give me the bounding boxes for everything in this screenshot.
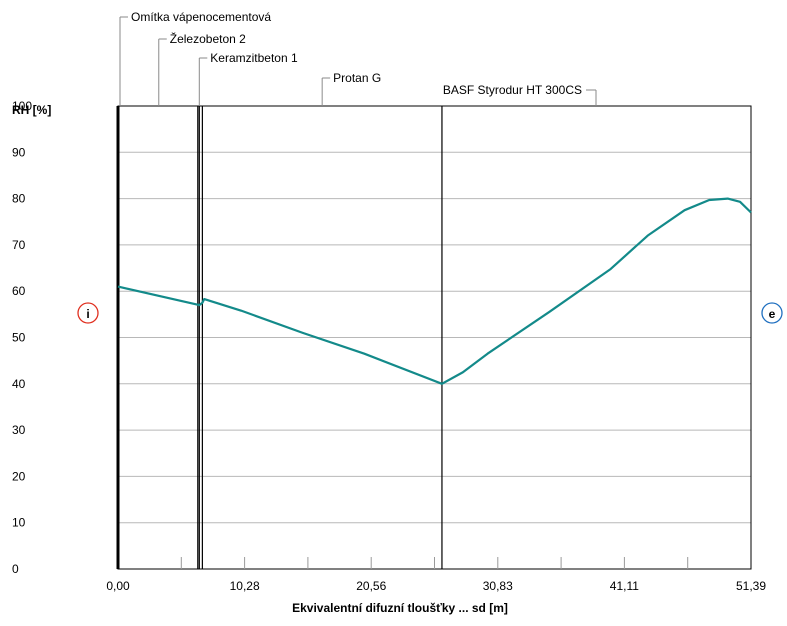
x-tick-labels: 0,00 10,28 20,56 30,83 41,11 51,39 xyxy=(106,579,766,593)
y-tick-label: 80 xyxy=(12,192,26,206)
y-tick-label: 30 xyxy=(12,423,26,437)
exterior-marker: e xyxy=(761,302,783,324)
layer-label-group: Protan G xyxy=(321,71,381,106)
exterior-marker-circle xyxy=(761,302,783,324)
grid-lines xyxy=(117,105,752,570)
y-tick-label: 20 xyxy=(12,469,26,483)
layer-label: Omítka vápenocementová xyxy=(131,10,271,24)
y-tick-label: 60 xyxy=(12,284,26,298)
y-tick-label: 70 xyxy=(12,238,26,252)
y-tick-label: 50 xyxy=(12,331,26,345)
x-tick-label: 0,00 xyxy=(106,579,130,593)
x-axis-label: Ekvivalentní difuzní tloušťky ... sd [m] xyxy=(292,601,508,615)
axes xyxy=(180,557,689,569)
layer-label: Keramzitbeton 1 xyxy=(210,51,298,65)
layer-label-group: Omítka vápenocementová xyxy=(119,10,271,106)
y-axis-label: RH [%] xyxy=(12,103,51,117)
y-tick-label: 10 xyxy=(12,516,26,530)
x-tick-label: 20,56 xyxy=(356,579,386,593)
layer-label: BASF Styrodur HT 300CS xyxy=(443,83,582,97)
series-group xyxy=(117,197,752,385)
x-tick-label: 41,11 xyxy=(610,579,639,593)
x-tick-label: 30,83 xyxy=(483,579,513,593)
layer-label-group: Železobeton 2 xyxy=(158,31,246,106)
y-tick-label: 90 xyxy=(12,145,26,159)
rh-series-line xyxy=(117,197,752,385)
y-tick-label: 100 xyxy=(12,99,32,113)
interior-marker-circle xyxy=(77,302,99,324)
layer-labels: Omítka vápenocementová Železobeton 2 Keram… xyxy=(119,10,597,106)
x-tick-label: 10,28 xyxy=(230,579,260,593)
layer-boundaries xyxy=(116,106,443,569)
layer-label: Protan G xyxy=(333,71,381,85)
layer-label: Železobeton 2 xyxy=(170,31,246,46)
layer-label-group: BASF Styrodur HT 300CS xyxy=(443,83,597,106)
exterior-marker-label: e xyxy=(769,307,776,321)
y-tick-label: 0 xyxy=(12,562,19,576)
y-tick-label: 40 xyxy=(12,377,26,391)
layer-label-group: Keramzitbeton 1 xyxy=(198,51,298,106)
interior-marker-label: i xyxy=(86,307,89,321)
x-tick-label: 51,39 xyxy=(736,579,766,593)
interior-marker: i xyxy=(77,302,99,324)
y-tick-labels: 0 10 20 30 40 50 60 70 80 90 100 xyxy=(12,99,32,576)
